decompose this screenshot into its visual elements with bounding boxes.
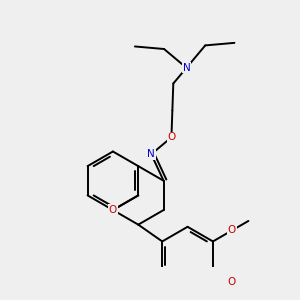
Text: N: N [147, 149, 155, 159]
Text: O: O [109, 205, 117, 215]
Text: O: O [228, 226, 236, 236]
Text: O: O [167, 132, 175, 142]
Text: N: N [183, 63, 190, 73]
Text: O: O [228, 277, 236, 287]
